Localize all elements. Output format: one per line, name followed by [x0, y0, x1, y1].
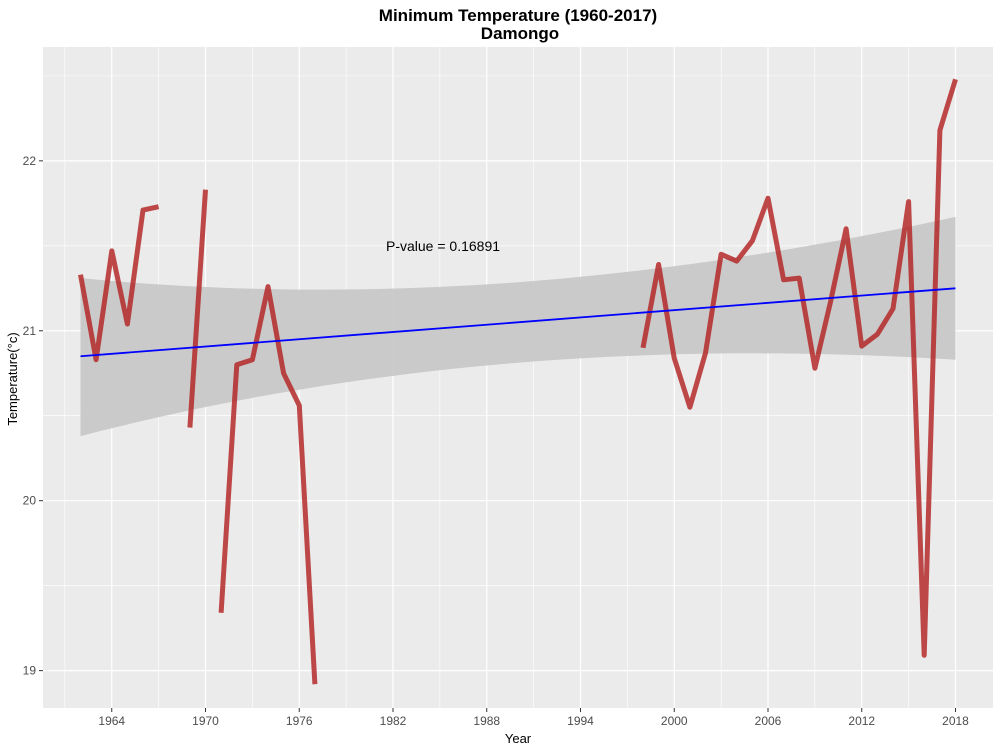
x-tick-label: 1976	[286, 714, 313, 728]
temperature-line-segment	[640, 78, 958, 658]
x-tick-label: 1982	[380, 714, 407, 728]
y-tick-label: 19	[23, 664, 37, 678]
x-tick-label: 2012	[848, 714, 875, 728]
temperature-line-segment	[187, 189, 208, 428]
chart-subtitle: Damongo	[481, 24, 559, 43]
plot-area: 1964 1970 1976 1982 1988 1994 2000 2006 2012 2018…	[23, 47, 993, 728]
x-tick-label: 2000	[661, 714, 688, 728]
temperature-line-segment	[218, 284, 318, 685]
x-tick-label: 1994	[567, 714, 594, 728]
x-tick-label: 1988	[473, 714, 500, 728]
x-tick-label: 1964	[98, 714, 125, 728]
y-tick-label: 21	[23, 324, 37, 338]
x-axis-title: Year	[505, 731, 532, 746]
confidence-band	[80, 216, 956, 437]
y-tick-label: 20	[23, 494, 37, 508]
y-tick-label: 22	[23, 154, 37, 168]
x-tick-label: 2018	[942, 714, 969, 728]
temperature-line-segment	[78, 204, 160, 363]
trend-line	[80, 287, 956, 358]
x-tick-label: 2006	[755, 714, 782, 728]
p-value-annotation: P-value = 0.16891	[386, 238, 500, 254]
x-tick-label: 1970	[192, 714, 219, 728]
y-axis-title: Temperature(°c)	[5, 332, 20, 425]
chart-title: Minimum Temperature (1960-2017)	[379, 6, 657, 25]
